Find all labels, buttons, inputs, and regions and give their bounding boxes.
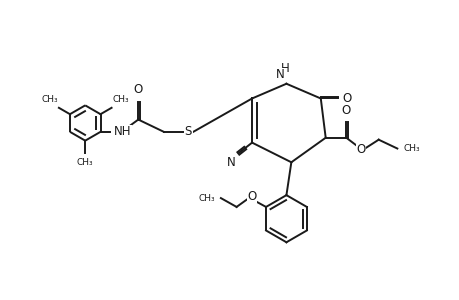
Text: H: H (280, 62, 289, 75)
Text: CH₃: CH₃ (77, 158, 93, 167)
Text: O: O (341, 104, 350, 117)
Text: NH: NH (113, 125, 131, 138)
Text: CH₃: CH₃ (112, 95, 129, 104)
Text: O: O (134, 83, 143, 97)
Text: S: S (184, 125, 191, 138)
Text: O: O (356, 143, 365, 157)
Text: O: O (247, 190, 257, 202)
Text: O: O (342, 92, 351, 105)
Text: CH₃: CH₃ (198, 194, 214, 202)
Text: CH₃: CH₃ (41, 95, 58, 104)
Text: CH₃: CH₃ (403, 144, 419, 153)
Text: N: N (227, 156, 235, 169)
Text: N: N (275, 68, 284, 81)
